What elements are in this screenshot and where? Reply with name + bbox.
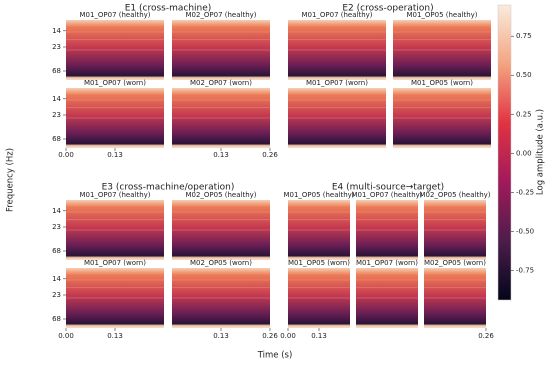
y-axis-label: Frequency (Hz) (6, 148, 16, 212)
y-tick-label: 23 (52, 291, 61, 299)
y-tick-label: 14 (52, 27, 61, 35)
x-tick-label: 0.13 (107, 151, 123, 159)
y-tick-label: 14 (52, 275, 61, 283)
group-title: E2 (cross-operation) (342, 4, 433, 14)
panel-title: M02_OP07 (healthy) (185, 11, 256, 19)
colorbar-tick-label: 0.25 (516, 110, 532, 118)
colorbar-tick-label: -0.25 (516, 188, 534, 196)
panel-title: M02_OP05 (healthy) (185, 191, 256, 199)
colorbar-tick-label: -0.50 (516, 227, 534, 235)
panel-title: M01_OP07 (healthy) (79, 11, 150, 19)
x-tick-label: 0.13 (107, 332, 123, 340)
y-tick-label: 14 (52, 207, 61, 215)
group-title: E3 (cross-machine/operation) (102, 183, 235, 193)
panel-title: M01_OP07 (worn) (84, 259, 146, 267)
colorbar-tick-label: -0.75 (516, 266, 534, 274)
panel-title: M01_OP05 (healthy) (283, 191, 354, 199)
y-tick-label: 68 (52, 315, 61, 323)
panel-title: M01_OP05 (worn) (288, 259, 350, 267)
colorbar (497, 4, 512, 301)
panel-title: M02_OP07 (worn) (190, 79, 252, 87)
y-tick-label: 23 (52, 43, 61, 51)
colorbar-tick-label: 0.75 (516, 32, 532, 40)
x-tick-label: 0.26 (478, 332, 494, 340)
x-tick-label: 0.00 (280, 332, 296, 340)
colorbar-label: Log amplitude (a.u.) (536, 109, 546, 195)
x-axis-label: Time (s) (257, 351, 293, 361)
x-tick-label: 0.13 (311, 332, 327, 340)
colorbar-tick-label: 0.50 (516, 71, 532, 79)
x-tick-label: 0.13 (213, 151, 229, 159)
panel-title: M02_OP05 (healthy) (419, 191, 490, 199)
x-tick-label: 0.26 (262, 332, 278, 340)
colorbar-tick-label: 0.00 (516, 149, 532, 157)
y-tick-label: 23 (52, 223, 61, 231)
y-tick-label: 14 (52, 95, 61, 103)
panel-title: M02_OP05 (worn) (190, 259, 252, 267)
panel-title: M01_OP07 (healthy) (301, 11, 372, 19)
x-tick-label: 0.00 (58, 151, 74, 159)
panel-title: M01_OP07 (healthy) (79, 191, 150, 199)
panel-title: M01_OP07 (worn) (306, 79, 368, 87)
panel-title: M01_OP07 (healthy) (351, 191, 422, 199)
x-tick-label: 0.13 (213, 332, 229, 340)
panel-title: M01_OP05 (worn) (411, 79, 473, 87)
group-title: E1 (cross-machine) (125, 4, 212, 14)
panel-title: M01_OP05 (healthy) (406, 11, 477, 19)
panel-title: M02_OP05 (worn) (424, 259, 486, 267)
x-tick-label: 0.26 (262, 151, 278, 159)
panel-title: M01_OP07 (worn) (84, 79, 146, 87)
panel-title: M01_OP07 (worn) (356, 259, 418, 267)
x-tick-label: 0.00 (58, 332, 74, 340)
y-tick-label: 23 (52, 111, 61, 119)
y-tick-label: 68 (52, 135, 61, 143)
y-tick-label: 68 (52, 67, 61, 75)
y-tick-label: 68 (52, 247, 61, 255)
group-title: E4 (multi-source→target) (332, 183, 444, 193)
